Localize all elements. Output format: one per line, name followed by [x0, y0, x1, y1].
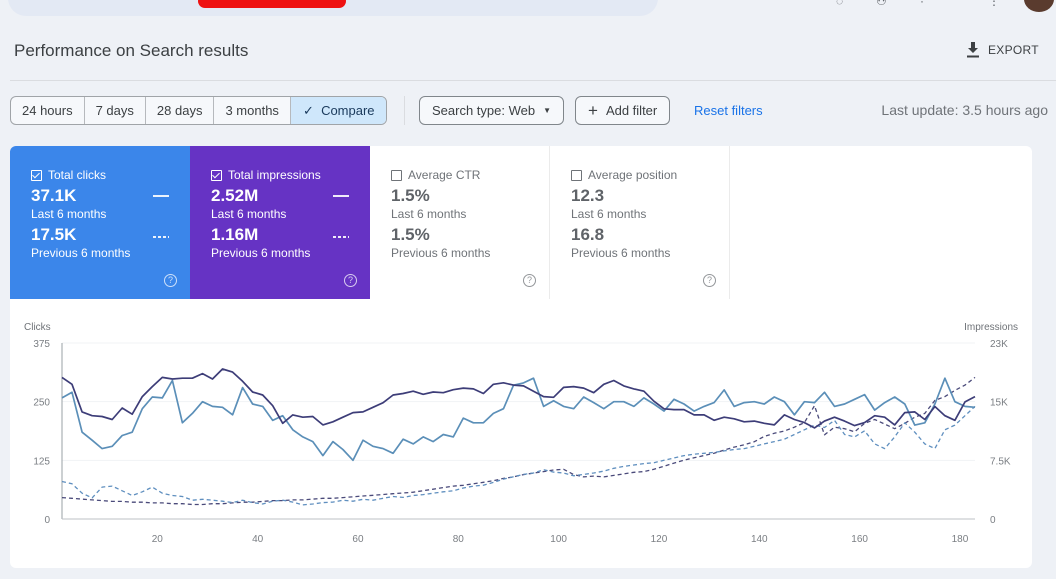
- divider: [10, 80, 1056, 81]
- metric-current-value: 37.1K: [31, 186, 77, 205]
- people-icon[interactable]: ⚇: [876, 0, 887, 8]
- x-tick-label: 100: [550, 534, 567, 545]
- x-tick-label: 120: [651, 534, 668, 545]
- y-left-tick-label: 0: [44, 515, 50, 526]
- search-type-dropdown[interactable]: Search type: Web ▼: [419, 96, 565, 125]
- add-filter-button[interactable]: + Add filter: [575, 96, 671, 125]
- x-tick-label: 20: [152, 534, 164, 545]
- compare-button[interactable]: ✓ Compare: [290, 97, 386, 124]
- help-icon[interactable]: ◌: [836, 0, 844, 8]
- performance-chart: Clicks Impressions 0 125 250 375 0 7.5K 15K 23…: [10, 300, 1032, 568]
- notifications-icon[interactable]: ·: [920, 0, 924, 8]
- x-tick-label: 80: [453, 534, 465, 545]
- account-avatar[interactable]: [1024, 0, 1054, 12]
- metric-card-average-ctr[interactable]: Average CTR 1.5% Last 6 months 1.5% Prev…: [370, 146, 550, 299]
- metric-current-period: Last 6 months: [571, 207, 647, 221]
- property-search-bar[interactable]: [8, 0, 658, 16]
- x-tick-label: 60: [352, 534, 364, 545]
- export-label: EXPORT: [988, 43, 1039, 57]
- help-icon[interactable]: ?: [344, 274, 357, 287]
- divider: [404, 96, 405, 125]
- metric-current-value: 1.5%: [391, 186, 430, 205]
- checkbox-checked-icon[interactable]: [31, 169, 42, 181]
- last-update-text: Last update: 3.5 hours ago: [881, 102, 1048, 118]
- metric-current-value: 12.3: [571, 186, 605, 205]
- metric-previous-period: Previous 6 months: [391, 246, 491, 260]
- metric-label: Average CTR: [408, 168, 481, 182]
- page-title: Performance on Search results: [14, 41, 249, 60]
- y-left-axis-title: Clicks: [24, 322, 51, 333]
- x-tick-label: 40: [252, 534, 264, 545]
- dashed-line-legend-icon: [333, 236, 349, 238]
- date-range-selector: 24 hours 7 days 28 days 3 months ✓ Compa…: [10, 96, 387, 125]
- dashed-line-legend-icon: [153, 236, 169, 238]
- metric-previous-value: 17.5K: [31, 225, 77, 244]
- check-icon: ✓: [302, 103, 322, 118]
- performance-line-chart: Clicks Impressions 0 125 250 375 0 7.5K 15K 23…: [24, 322, 1018, 545]
- plus-icon: +: [588, 101, 598, 120]
- help-icon[interactable]: ?: [164, 274, 177, 287]
- solid-line-legend-icon: [153, 195, 169, 197]
- x-tick-label: 180: [952, 534, 969, 545]
- metric-card-total-impressions[interactable]: Total impressions 2.52M Last 6 months 1.…: [190, 146, 370, 299]
- metric-previous-value: 16.8: [571, 225, 605, 244]
- metric-label: Total impressions: [228, 168, 321, 182]
- download-icon: [967, 42, 979, 58]
- help-icon[interactable]: ?: [703, 274, 716, 287]
- series-line-impressions-current: [61, 368, 976, 429]
- y-right-tick-label: 15K: [990, 398, 1008, 409]
- y-left-tick-label: 250: [33, 398, 50, 409]
- y-left-tick-label: 125: [33, 456, 50, 467]
- series-line-clicks-current: [61, 377, 976, 462]
- dropdown-arrow-icon: ▼: [543, 106, 552, 115]
- metric-previous-period: Previous 6 months: [211, 246, 311, 260]
- y-left-tick-label: 375: [33, 339, 50, 350]
- checkbox-checked-icon[interactable]: [211, 169, 222, 181]
- redacted-property-name: [198, 0, 346, 8]
- metric-card-total-clicks[interactable]: Total clicks 37.1K Last 6 months 17.5K P…: [10, 146, 190, 299]
- x-tick-label: 160: [851, 534, 868, 545]
- metric-label: Total clicks: [48, 168, 107, 182]
- top-app-bar: ◌ ⚇ · ⋮: [0, 0, 1056, 18]
- compare-label: Compare: [321, 103, 375, 118]
- range-24-hours[interactable]: 24 hours: [11, 97, 85, 124]
- range-7-days[interactable]: 7 days: [85, 97, 146, 124]
- series-line-clicks-previous: [61, 405, 976, 506]
- range-3-months[interactable]: 3 months: [214, 97, 291, 124]
- apps-grid-icon[interactable]: ⋮: [988, 0, 1000, 8]
- y-right-tick-label: 7.5K: [990, 456, 1011, 467]
- search-type-label: Search type: Web: [432, 103, 536, 118]
- range-28-days[interactable]: 28 days: [146, 97, 215, 124]
- metric-previous-value: 1.16M: [211, 225, 259, 244]
- series-line-impressions-previous: [61, 376, 976, 506]
- metric-current-period: Last 6 months: [31, 207, 107, 221]
- export-button[interactable]: EXPORT: [966, 42, 1039, 58]
- metric-current-value: 2.52M: [211, 186, 259, 205]
- checkbox-unchecked-icon[interactable]: [571, 169, 582, 181]
- y-right-tick-label: 23K: [990, 339, 1008, 350]
- checkbox-unchecked-icon[interactable]: [391, 169, 402, 181]
- metric-card-average-position[interactable]: Average position 12.3 Last 6 months 16.8…: [550, 146, 730, 299]
- metric-previous-value: 1.5%: [391, 225, 430, 244]
- y-right-axis-title: Impressions: [964, 322, 1018, 333]
- solid-line-legend-icon: [333, 195, 349, 197]
- metric-previous-period: Previous 6 months: [31, 246, 131, 260]
- metric-previous-period: Previous 6 months: [571, 246, 671, 260]
- metric-label: Average position: [588, 168, 678, 182]
- help-icon[interactable]: ?: [523, 274, 536, 287]
- add-filter-label: Add filter: [605, 103, 658, 118]
- metric-current-period: Last 6 months: [211, 207, 287, 221]
- metric-current-period: Last 6 months: [391, 207, 467, 221]
- y-right-tick-label: 0: [990, 515, 996, 526]
- metric-cards: Total clicks 37.1K Last 6 months 17.5K P…: [10, 146, 1032, 300]
- x-tick-label: 140: [751, 534, 768, 545]
- reset-filters-link[interactable]: Reset filters: [694, 103, 763, 118]
